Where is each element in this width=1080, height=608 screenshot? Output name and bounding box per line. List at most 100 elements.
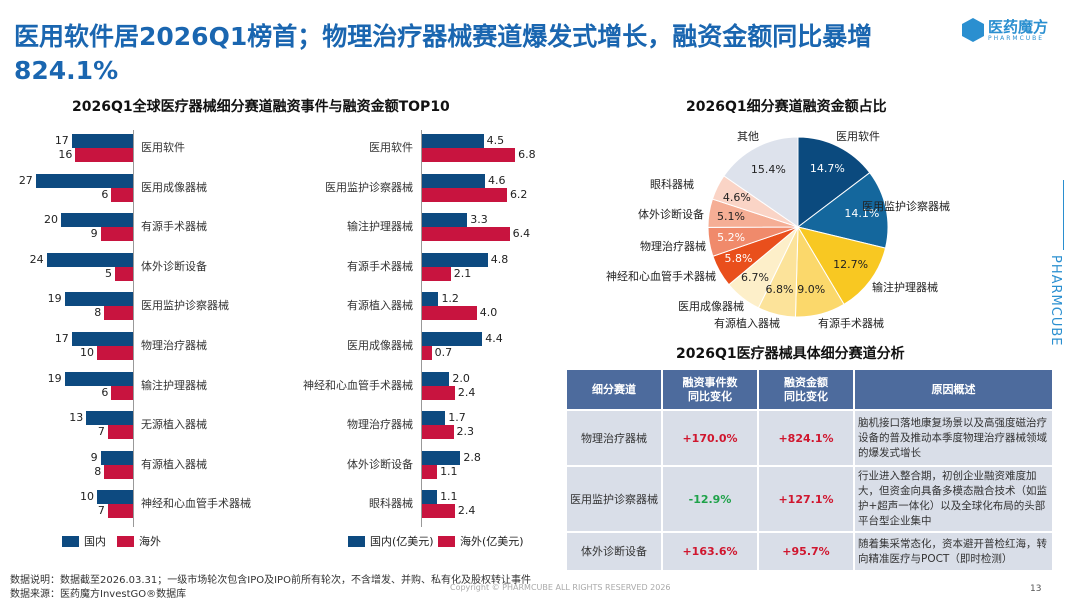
bar-overseas	[422, 148, 516, 162]
pie-slice	[723, 136, 799, 228]
data-label: 2.4	[457, 504, 476, 518]
bar-domestic	[61, 213, 133, 228]
data-label: 9	[90, 450, 98, 464]
reason-text: 随着集采常态化，资本避开普检红海，转向精准医疗与POCT（即时检测）	[855, 533, 1052, 570]
bar-domestic	[100, 450, 133, 465]
segment-name: 体外诊断设备	[567, 533, 661, 570]
category-label: 输注护理器械	[141, 378, 207, 392]
legend-swatch	[117, 535, 134, 547]
legend-swatch	[62, 535, 79, 547]
bar-domestic	[422, 173, 486, 188]
data-label: 20	[44, 213, 58, 227]
data-label: 7	[97, 425, 105, 439]
data-label: 16	[58, 148, 73, 161]
logo-en: PHARMCUBE	[988, 34, 1045, 42]
pie-percent-label: 14.7%	[809, 161, 845, 175]
data-label: 2.8	[463, 450, 481, 464]
category-label: 物理治疗器械	[141, 339, 207, 352]
pie-category-label: 有源手术器械	[818, 317, 884, 330]
data-label: 6	[101, 187, 109, 201]
pie-percent-label: 14.1%	[844, 206, 880, 220]
pie-slice	[797, 136, 871, 229]
bar-domestic	[64, 292, 133, 307]
bar-overseas	[422, 306, 477, 321]
data-label: 4.5	[486, 134, 505, 147]
bar-domestic	[71, 332, 133, 346]
bar-domestic	[422, 292, 439, 307]
legend-swatch	[348, 535, 365, 547]
category-label: 有源植入器械	[347, 299, 413, 313]
segment-name: 医用监护诊察器械	[567, 467, 661, 531]
pie-category-label: 物理治疗器械	[640, 240, 706, 253]
category-label: 神经和心血管手术器械	[303, 378, 413, 392]
data-label: 1.2	[441, 292, 459, 306]
data-label: 17	[54, 134, 69, 147]
bar-domestic	[71, 134, 133, 148]
bar-overseas	[107, 425, 133, 440]
bar-domestic	[422, 490, 438, 505]
logo-cn: 医药魔方	[988, 17, 1049, 36]
bar-domestic	[422, 252, 488, 267]
bar-domestic	[97, 490, 133, 505]
table-header-cell: 融资事件数 同比变化	[663, 370, 757, 409]
data-label: 13	[69, 411, 84, 425]
bar-domestic	[422, 134, 484, 148]
data-label: 10	[80, 490, 94, 504]
category-label: 体外诊断设备	[141, 259, 207, 273]
chart-axis	[421, 130, 422, 527]
category-label: 医用软件	[369, 141, 413, 154]
bar-overseas	[115, 266, 133, 281]
category-label: 医用软件	[141, 141, 185, 154]
amount-change: +127.1%	[759, 467, 853, 531]
category-label: 医用监护诊察器械	[325, 180, 413, 194]
data-label: 4.8	[490, 252, 509, 266]
bar-domestic	[422, 450, 461, 465]
data-label: 6	[101, 385, 109, 399]
category-label: 医用监护诊察器械	[141, 299, 229, 313]
data-label: 24	[29, 252, 44, 266]
legend-label: 国内	[84, 535, 106, 548]
data-label: 7	[97, 504, 105, 518]
pie-chart-title: 2026Q1细分赛道融资金额占比	[686, 99, 887, 115]
pie-percent-label: 6.8%	[765, 282, 794, 296]
pie-category-label: 有源植入器械	[714, 317, 780, 330]
amount-change: +824.1%	[759, 411, 853, 465]
pie-category-label: 其他	[737, 130, 759, 143]
data-label: 9	[90, 227, 98, 241]
pie-category-label: 医用监护诊察器械	[862, 200, 950, 213]
bar-overseas	[422, 504, 455, 519]
data-label: 6.8	[518, 148, 536, 161]
data-label: 19	[47, 371, 62, 385]
category-label: 无源植入器械	[141, 418, 207, 432]
legend-label: 海外	[139, 535, 161, 548]
data-label: 8	[94, 464, 102, 478]
legend-label: 海外(亿美元)	[460, 535, 524, 548]
page-title: 医用软件居2026Q1榜首；物理治疗器械赛道爆发式增长，融资金额同比暴增824.…	[14, 22, 873, 85]
bar-overseas	[75, 148, 133, 162]
category-label: 医用成像器械	[141, 180, 207, 194]
legend-item: 海外	[117, 533, 161, 549]
data-label: 1.1	[440, 464, 458, 478]
bar-overseas	[104, 306, 133, 321]
category-label: 有源手术器械	[141, 220, 207, 234]
pie-category-label: 体外诊断设备	[638, 208, 704, 221]
data-source: 数据来源：医药魔方InvestGO®数据库	[10, 589, 187, 600]
amount-change: +95.7%	[759, 533, 853, 570]
data-label: 2.0	[452, 371, 470, 385]
copyright: Copyright © PHARMCUBE ALL RIGHTS RESERVE…	[450, 583, 671, 592]
table-row: 体外诊断设备 +163.6% +95.7% 随着集采常态化，资本避开普检红海，转向精准…	[567, 533, 1052, 570]
category-label: 神经和心血管手术器械	[141, 497, 251, 511]
legend-item: 国内(亿美元)	[348, 533, 434, 549]
data-label: 1.1	[440, 490, 458, 504]
data-label: 4.0	[479, 306, 498, 320]
bar-overseas	[111, 385, 133, 400]
bar-overseas	[422, 227, 510, 242]
analysis-table: 细分赛道 融资事件数 同比变化 融资金额 同比变化 原因概述 物理治疗器械 +170.0…	[565, 368, 1054, 572]
table-title: 2026Q1医疗器械具体细分赛道分析	[676, 346, 905, 362]
data-label: 8	[94, 306, 102, 320]
segment-name: 物理治疗器械	[567, 411, 661, 465]
data-label: 5	[105, 266, 112, 280]
bar-overseas	[422, 385, 455, 400]
page-number: 13	[1030, 584, 1042, 594]
